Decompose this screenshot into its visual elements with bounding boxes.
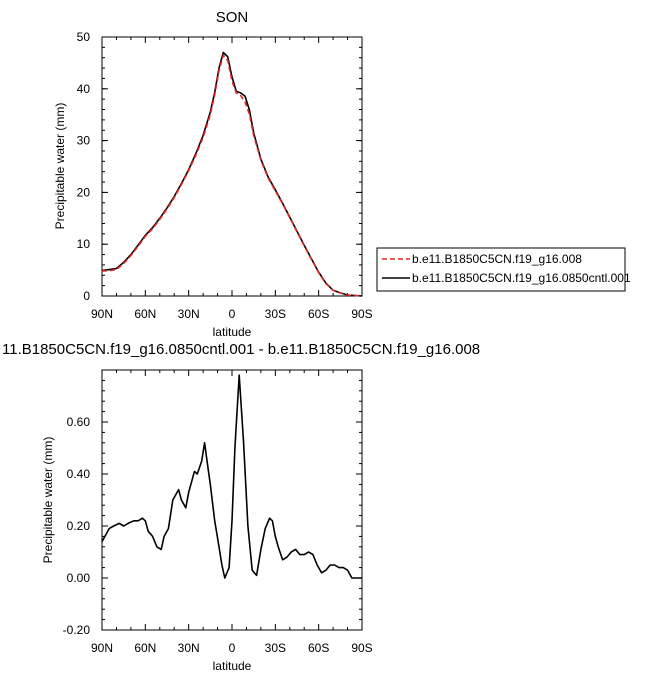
chart1-title: SON <box>216 9 249 26</box>
chart1-ytick-label: 40 <box>77 82 91 96</box>
chart2-xtick-label: 90N <box>91 641 113 655</box>
chart1-series-line-red <box>101 54 363 297</box>
chart2-xtick-label: 30S <box>265 641 286 655</box>
chart1-ylabel: Precipitable water (mm) <box>53 103 67 230</box>
chart1-xtick-label: 90S <box>351 307 372 321</box>
chart2-series-line-black <box>101 374 362 579</box>
chart1-ytick-label: 20 <box>77 185 91 199</box>
legend-label-black: b.e11.B1850C5CN.f19_g16.0850cntl.001 <box>412 271 631 285</box>
chart2-xtick-label: 60N <box>134 641 156 655</box>
chart2-frame <box>101 369 363 631</box>
chart2-xtick-label: 30N <box>178 641 200 655</box>
chart1-xtick-label: 90N <box>91 307 113 321</box>
chart2-xlabel: latitude <box>213 659 252 673</box>
legend-box <box>376 247 626 292</box>
chart1-series-line-black <box>101 51 363 297</box>
chart2-ytick-label: 0.20 <box>67 519 91 533</box>
chart2-ytick-label: 0.60 <box>67 415 91 429</box>
chart1-xtick-label: 30S <box>265 307 286 321</box>
chart2-xtick-label: 60S <box>308 641 329 655</box>
chart1-xtick-label: 0 <box>229 307 236 321</box>
chart1-ytick-label: 30 <box>77 134 91 148</box>
chart2-ytick-label: -0.20 <box>63 623 91 637</box>
chart2-xtick-label: 90S <box>351 641 372 655</box>
chart1-xtick-label: 60S <box>308 307 329 321</box>
chart1-ytick-label: 10 <box>77 237 91 251</box>
chart1-xlabel: latitude <box>213 325 252 339</box>
chart1-ytick-label: 0 <box>83 289 90 303</box>
chart2-ylabel: Precipitable water (mm) <box>41 437 55 564</box>
chart1-legend: b.e11.B1850C5CN.f19_g16.008 b.e11.B1850C… <box>376 247 631 292</box>
chart2-ytick-label: 0.00 <box>67 571 91 585</box>
chart2-ytick-label: 0.40 <box>67 467 91 481</box>
chart1-xtick-label: 60N <box>134 307 156 321</box>
chart1-ytick-label: 50 <box>77 30 91 44</box>
legend-label-red: b.e11.B1850C5CN.f19_g16.008 <box>412 252 582 266</box>
chart1-xtick-label: 30N <box>178 307 200 321</box>
chart2-xtick-label: 0 <box>229 641 236 655</box>
chart2-title: 11.B1850C5CN.f19_g16.0850cntl.001 - b.e1… <box>2 341 480 358</box>
